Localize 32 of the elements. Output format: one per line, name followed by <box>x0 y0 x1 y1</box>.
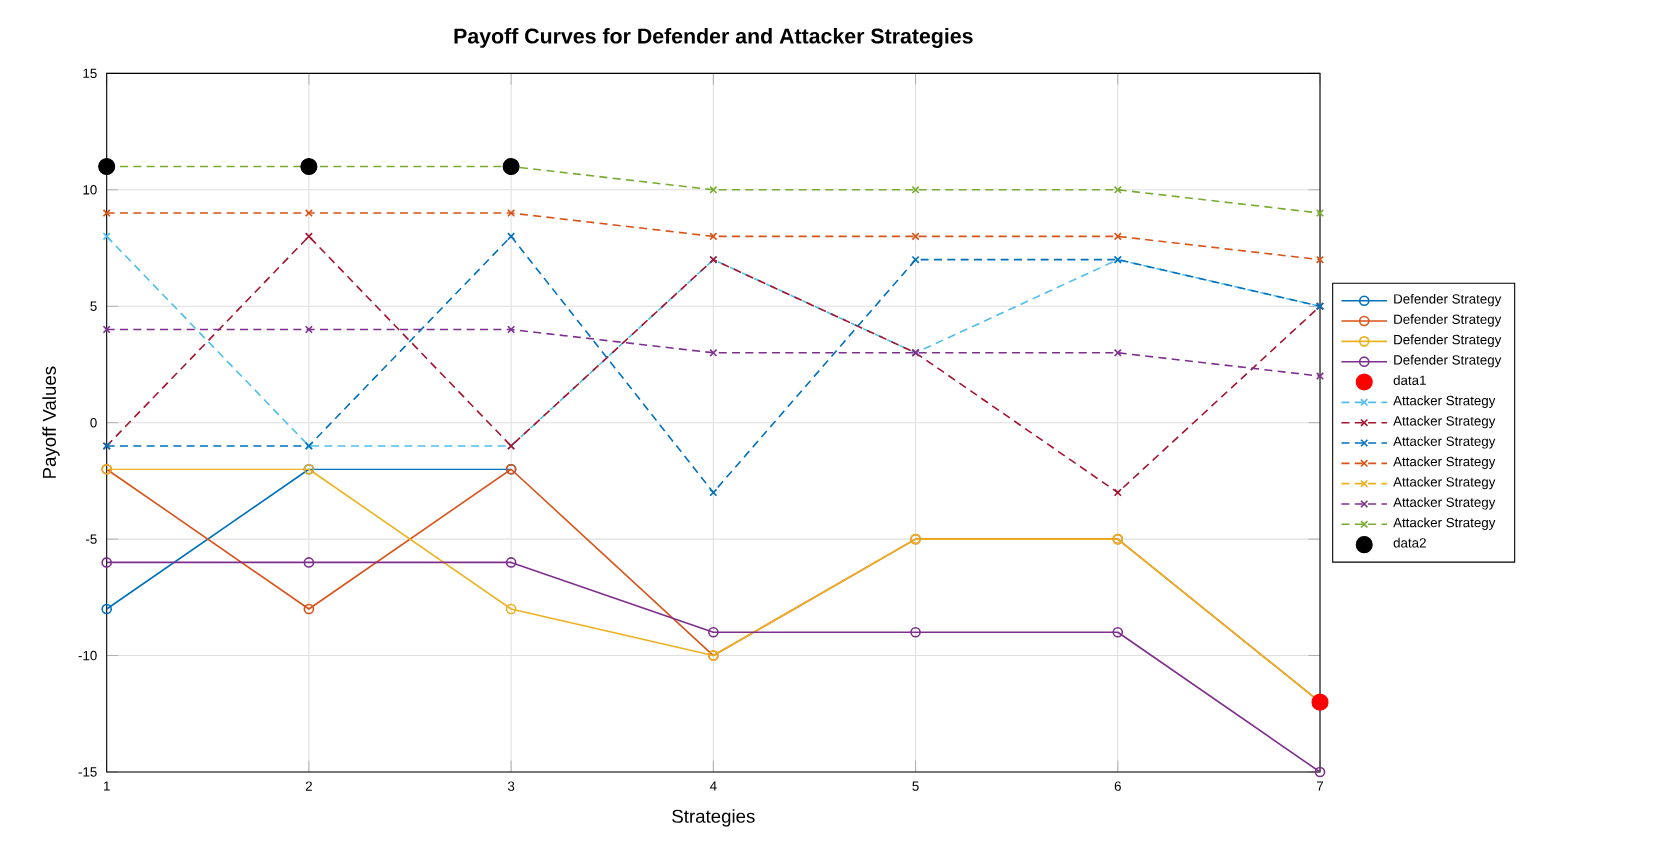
point <box>1316 372 1325 381</box>
point <box>507 209 516 218</box>
point <box>1113 488 1122 497</box>
point <box>1113 232 1122 241</box>
point <box>102 325 111 334</box>
point <box>102 232 111 241</box>
point <box>709 232 718 241</box>
y-axis-title: Payoff Values <box>42 366 60 478</box>
point <box>1316 255 1325 264</box>
point <box>708 626 719 638</box>
point <box>1112 626 1124 638</box>
point <box>507 325 516 334</box>
point <box>505 603 517 615</box>
point <box>300 157 318 176</box>
point <box>709 348 718 357</box>
point <box>304 209 313 218</box>
chart-title: Payoff Curves for Defender and Attacker Strategies <box>454 27 973 48</box>
point <box>1113 185 1122 194</box>
point <box>1316 209 1325 218</box>
point <box>102 209 111 218</box>
point <box>911 232 920 241</box>
point <box>709 185 718 194</box>
point <box>505 557 517 568</box>
x-axis-title: Strategies <box>672 809 755 827</box>
point <box>98 157 116 176</box>
point <box>304 232 313 241</box>
point <box>910 626 921 638</box>
point <box>1113 348 1122 357</box>
point <box>911 185 920 194</box>
point <box>303 557 315 568</box>
point <box>304 325 313 334</box>
point <box>502 157 520 176</box>
